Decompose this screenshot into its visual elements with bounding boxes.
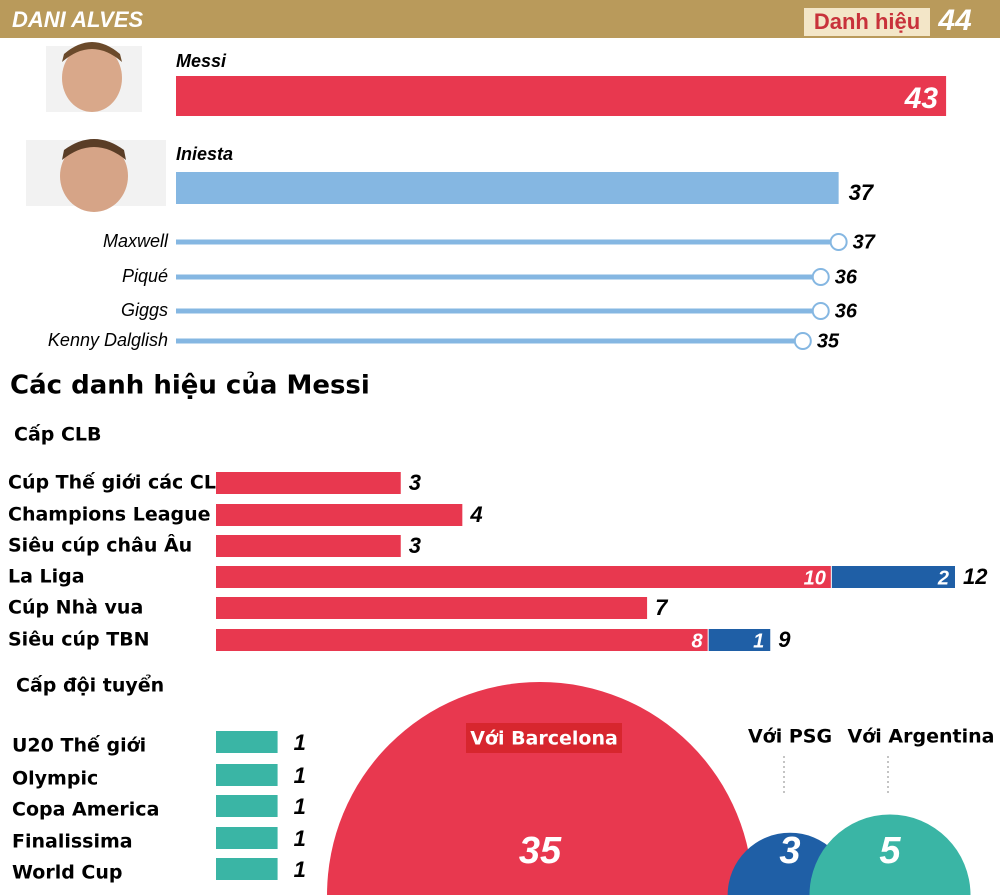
bar-segment <box>831 566 955 588</box>
value-label: 3 <box>779 830 800 872</box>
bar-end <box>829 233 848 251</box>
divider-lines <box>783 756 889 796</box>
bar <box>216 827 278 849</box>
category-label: World Cup <box>12 862 123 884</box>
category-label: Siêu cúp châu Âu <box>8 534 192 557</box>
player-label: Piqué <box>122 266 168 286</box>
segment-label: 10 <box>804 567 826 589</box>
total-box <box>804 8 930 36</box>
category-label: Cúp Thế giới các CLB <box>8 471 230 494</box>
value-label: 36 <box>835 266 858 288</box>
category-label: U20 Thế giới <box>12 734 146 757</box>
total-value: 44 <box>937 4 972 37</box>
category-label: Olympic <box>12 768 98 790</box>
value-label: 5 <box>879 830 901 872</box>
segment-label: 2 <box>937 567 949 589</box>
value-label: 37 <box>853 231 876 253</box>
bar <box>176 172 839 204</box>
segment-label: 1 <box>753 630 764 652</box>
bar-segment <box>216 629 708 651</box>
value-label: 35 <box>519 830 562 872</box>
bar <box>216 858 278 880</box>
value-label: 1 <box>294 857 306 882</box>
section-subtitle: Cấp đội tuyển <box>16 674 164 697</box>
bar-segment <box>216 535 401 557</box>
category-label: Siêu cúp TBN <box>8 629 150 651</box>
bar <box>216 731 278 753</box>
value-label: 43 <box>904 82 939 115</box>
value-label: 1 <box>294 763 306 788</box>
bar-end <box>793 332 812 350</box>
bar-end <box>811 302 830 320</box>
category-label: Copa America <box>12 799 159 821</box>
bar-segment <box>216 504 463 526</box>
group-label: Với PSG <box>748 726 832 748</box>
value-label: 1 <box>294 794 306 819</box>
total-label: 4 <box>469 502 482 527</box>
value-label: 35 <box>817 330 840 352</box>
group-label: Với Argentina <box>848 726 995 748</box>
total-label: 9 <box>778 627 791 652</box>
value-label: 1 <box>294 826 306 851</box>
section-title: Các danh hiệu của Messi <box>10 370 370 401</box>
category-label: Cúp Nhà vua <box>8 597 143 619</box>
bar <box>216 795 278 817</box>
section-subtitle: Cấp CLB <box>14 423 102 446</box>
bar-segment <box>216 566 831 588</box>
value-label: 1 <box>294 730 306 755</box>
photo-iniesta <box>26 139 166 212</box>
category-label: La Liga <box>8 566 85 588</box>
bar <box>176 76 947 116</box>
value-label: 37 <box>849 180 875 205</box>
total-label: 3 <box>409 533 421 558</box>
bar-segment <box>216 597 648 619</box>
value-label: 36 <box>835 300 858 322</box>
player-label: Iniesta <box>176 144 233 164</box>
player-label: Maxwell <box>103 231 169 251</box>
total-label: 3 <box>409 470 421 495</box>
group-label: Với Barcelona <box>470 728 618 750</box>
player-label: Kenny Dalglish <box>48 330 168 350</box>
total-label: Danh hiệu <box>814 9 920 34</box>
label-box <box>466 723 622 753</box>
semicircle <box>809 814 971 895</box>
bar-end <box>811 268 830 286</box>
bar <box>216 764 278 786</box>
photo-messi <box>46 42 142 112</box>
category-label: Finalissima <box>12 831 133 853</box>
category-label: Champions League <box>8 504 211 526</box>
bar-segment <box>216 472 401 494</box>
semicircle <box>327 682 753 895</box>
header-title: DANI ALVES <box>12 7 144 32</box>
player-label: Giggs <box>121 300 168 320</box>
player-label: Messi <box>176 51 227 71</box>
total-label: 12 <box>963 564 988 589</box>
total-label: 7 <box>655 595 669 620</box>
segment-label: 8 <box>692 630 704 652</box>
bar-segment <box>708 629 771 651</box>
